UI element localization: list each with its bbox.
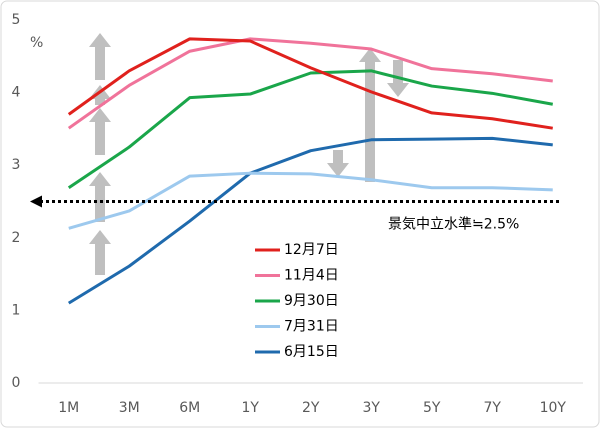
y-tick-label: 1 — [12, 302, 21, 318]
series-line — [67, 37, 553, 130]
x-tick-label: 7Y — [484, 400, 502, 416]
y-tick-label: 3 — [12, 157, 21, 173]
y-unit: % — [30, 35, 43, 51]
x-tick-label: 10Y — [540, 400, 567, 416]
y-tick-label: 5 — [12, 12, 21, 28]
legend-label: 7月31日 — [284, 319, 339, 335]
x-tick-label: 2Y — [302, 400, 320, 416]
arrow — [89, 230, 111, 275]
x-tick-label: 5Y — [423, 400, 441, 416]
arrow — [359, 48, 381, 182]
arrow — [89, 172, 111, 222]
arrow — [89, 85, 111, 105]
arrow — [89, 108, 111, 155]
series-line — [67, 37, 553, 130]
legend-label: 9月30日 — [284, 293, 339, 309]
x-tick-label: 3Y — [363, 400, 381, 416]
y-tick-label: 4 — [12, 85, 21, 101]
series-line — [67, 136, 553, 305]
legend-label: 6月15日 — [284, 344, 339, 360]
arrow — [327, 150, 349, 177]
x-tick-label: 6M — [179, 400, 200, 416]
series-line — [67, 69, 554, 189]
legend-label: 11月4日 — [284, 268, 339, 284]
y-tick-label: 0 — [12, 375, 21, 391]
arrow — [89, 33, 111, 80]
y-tick-label: 2 — [12, 230, 21, 246]
neutral-arrowhead — [30, 195, 42, 208]
x-tick-label: 1Y — [242, 400, 260, 416]
x-tick-label: 3M — [119, 400, 140, 416]
series-line — [68, 171, 553, 230]
legend-label: 12月7日 — [284, 242, 339, 258]
x-tick-label: 1M — [58, 400, 79, 416]
neutral-label: 景気中立水準≒2.5% — [388, 217, 519, 233]
